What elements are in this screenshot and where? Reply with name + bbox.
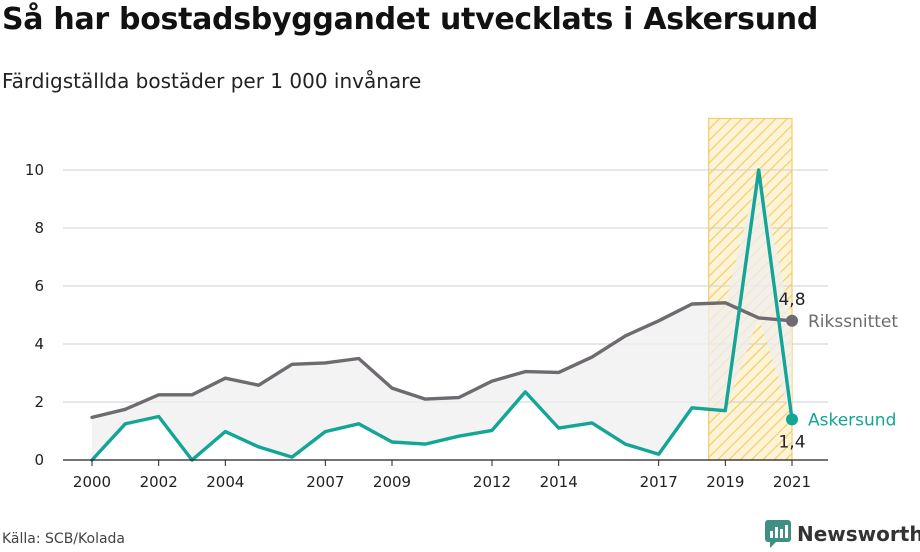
series-line-rikssnittet [90, 301, 794, 420]
x-tick-label: 2014 [540, 473, 578, 491]
brand-logo: Newsworthy [765, 520, 920, 548]
y-tick-label: 2 [34, 393, 44, 411]
chart-subtitle: Färdigställda bostäder per 1 000 invånar… [2, 69, 422, 93]
chart-title: Så har bostadsbyggandet utvecklats i Ask… [2, 2, 819, 37]
x-tick-label: 2017 [640, 473, 678, 491]
series-end-point-rikssnittet [786, 314, 798, 327]
series-name-label-askersund: Askersund [808, 410, 896, 430]
y-tick-label: 8 [34, 219, 44, 237]
end-value-label-askersund: 1,4 [778, 432, 805, 452]
series-end-point-askersund [786, 413, 798, 426]
series-line-askersund [90, 168, 794, 462]
end-value-label-rikssnittet: 4,8 [778, 290, 805, 310]
x-tick-label: 2007 [306, 473, 344, 491]
x-tick-label: 2002 [140, 473, 178, 491]
series-name-label-rikssnittet: Rikssnittet [808, 312, 898, 332]
y-tick-label: 6 [34, 277, 44, 295]
newsworthy-logo-icon [765, 520, 791, 548]
y-tick-label: 0 [34, 451, 44, 469]
series-gap-area [92, 170, 792, 460]
y-tick-label: 4 [34, 335, 44, 353]
x-tick-label: 2021 [773, 473, 811, 491]
x-tick-label: 2012 [473, 473, 511, 491]
source-note: Källa: SCB/Kolada [2, 531, 126, 547]
x-tick-label: 2000 [73, 473, 111, 491]
x-tick-label: 2004 [206, 473, 244, 491]
brand-name: Newsworthy [797, 522, 920, 546]
x-tick-label: 2009 [373, 473, 411, 491]
y-tick-label: 10 [25, 161, 44, 179]
x-tick-label: 2019 [706, 473, 744, 491]
